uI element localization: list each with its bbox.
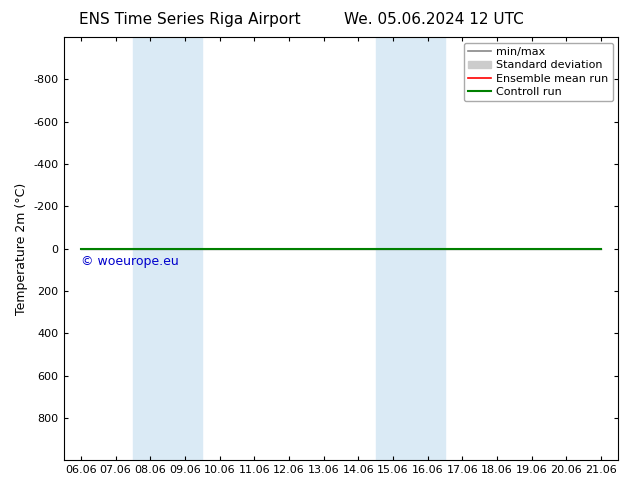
Bar [376,37,445,460]
Bar [133,37,202,460]
Text: We. 05.06.2024 12 UTC: We. 05.06.2024 12 UTC [344,12,524,27]
Text: © woeurope.eu: © woeurope.eu [81,255,179,268]
Legend: min/max, Standard deviation, Ensemble mean run, Controll run: min/max, Standard deviation, Ensemble me… [464,43,613,101]
Text: ENS Time Series Riga Airport: ENS Time Series Riga Airport [79,12,301,27]
Y-axis label: Temperature 2m (°C): Temperature 2m (°C) [15,182,28,315]
